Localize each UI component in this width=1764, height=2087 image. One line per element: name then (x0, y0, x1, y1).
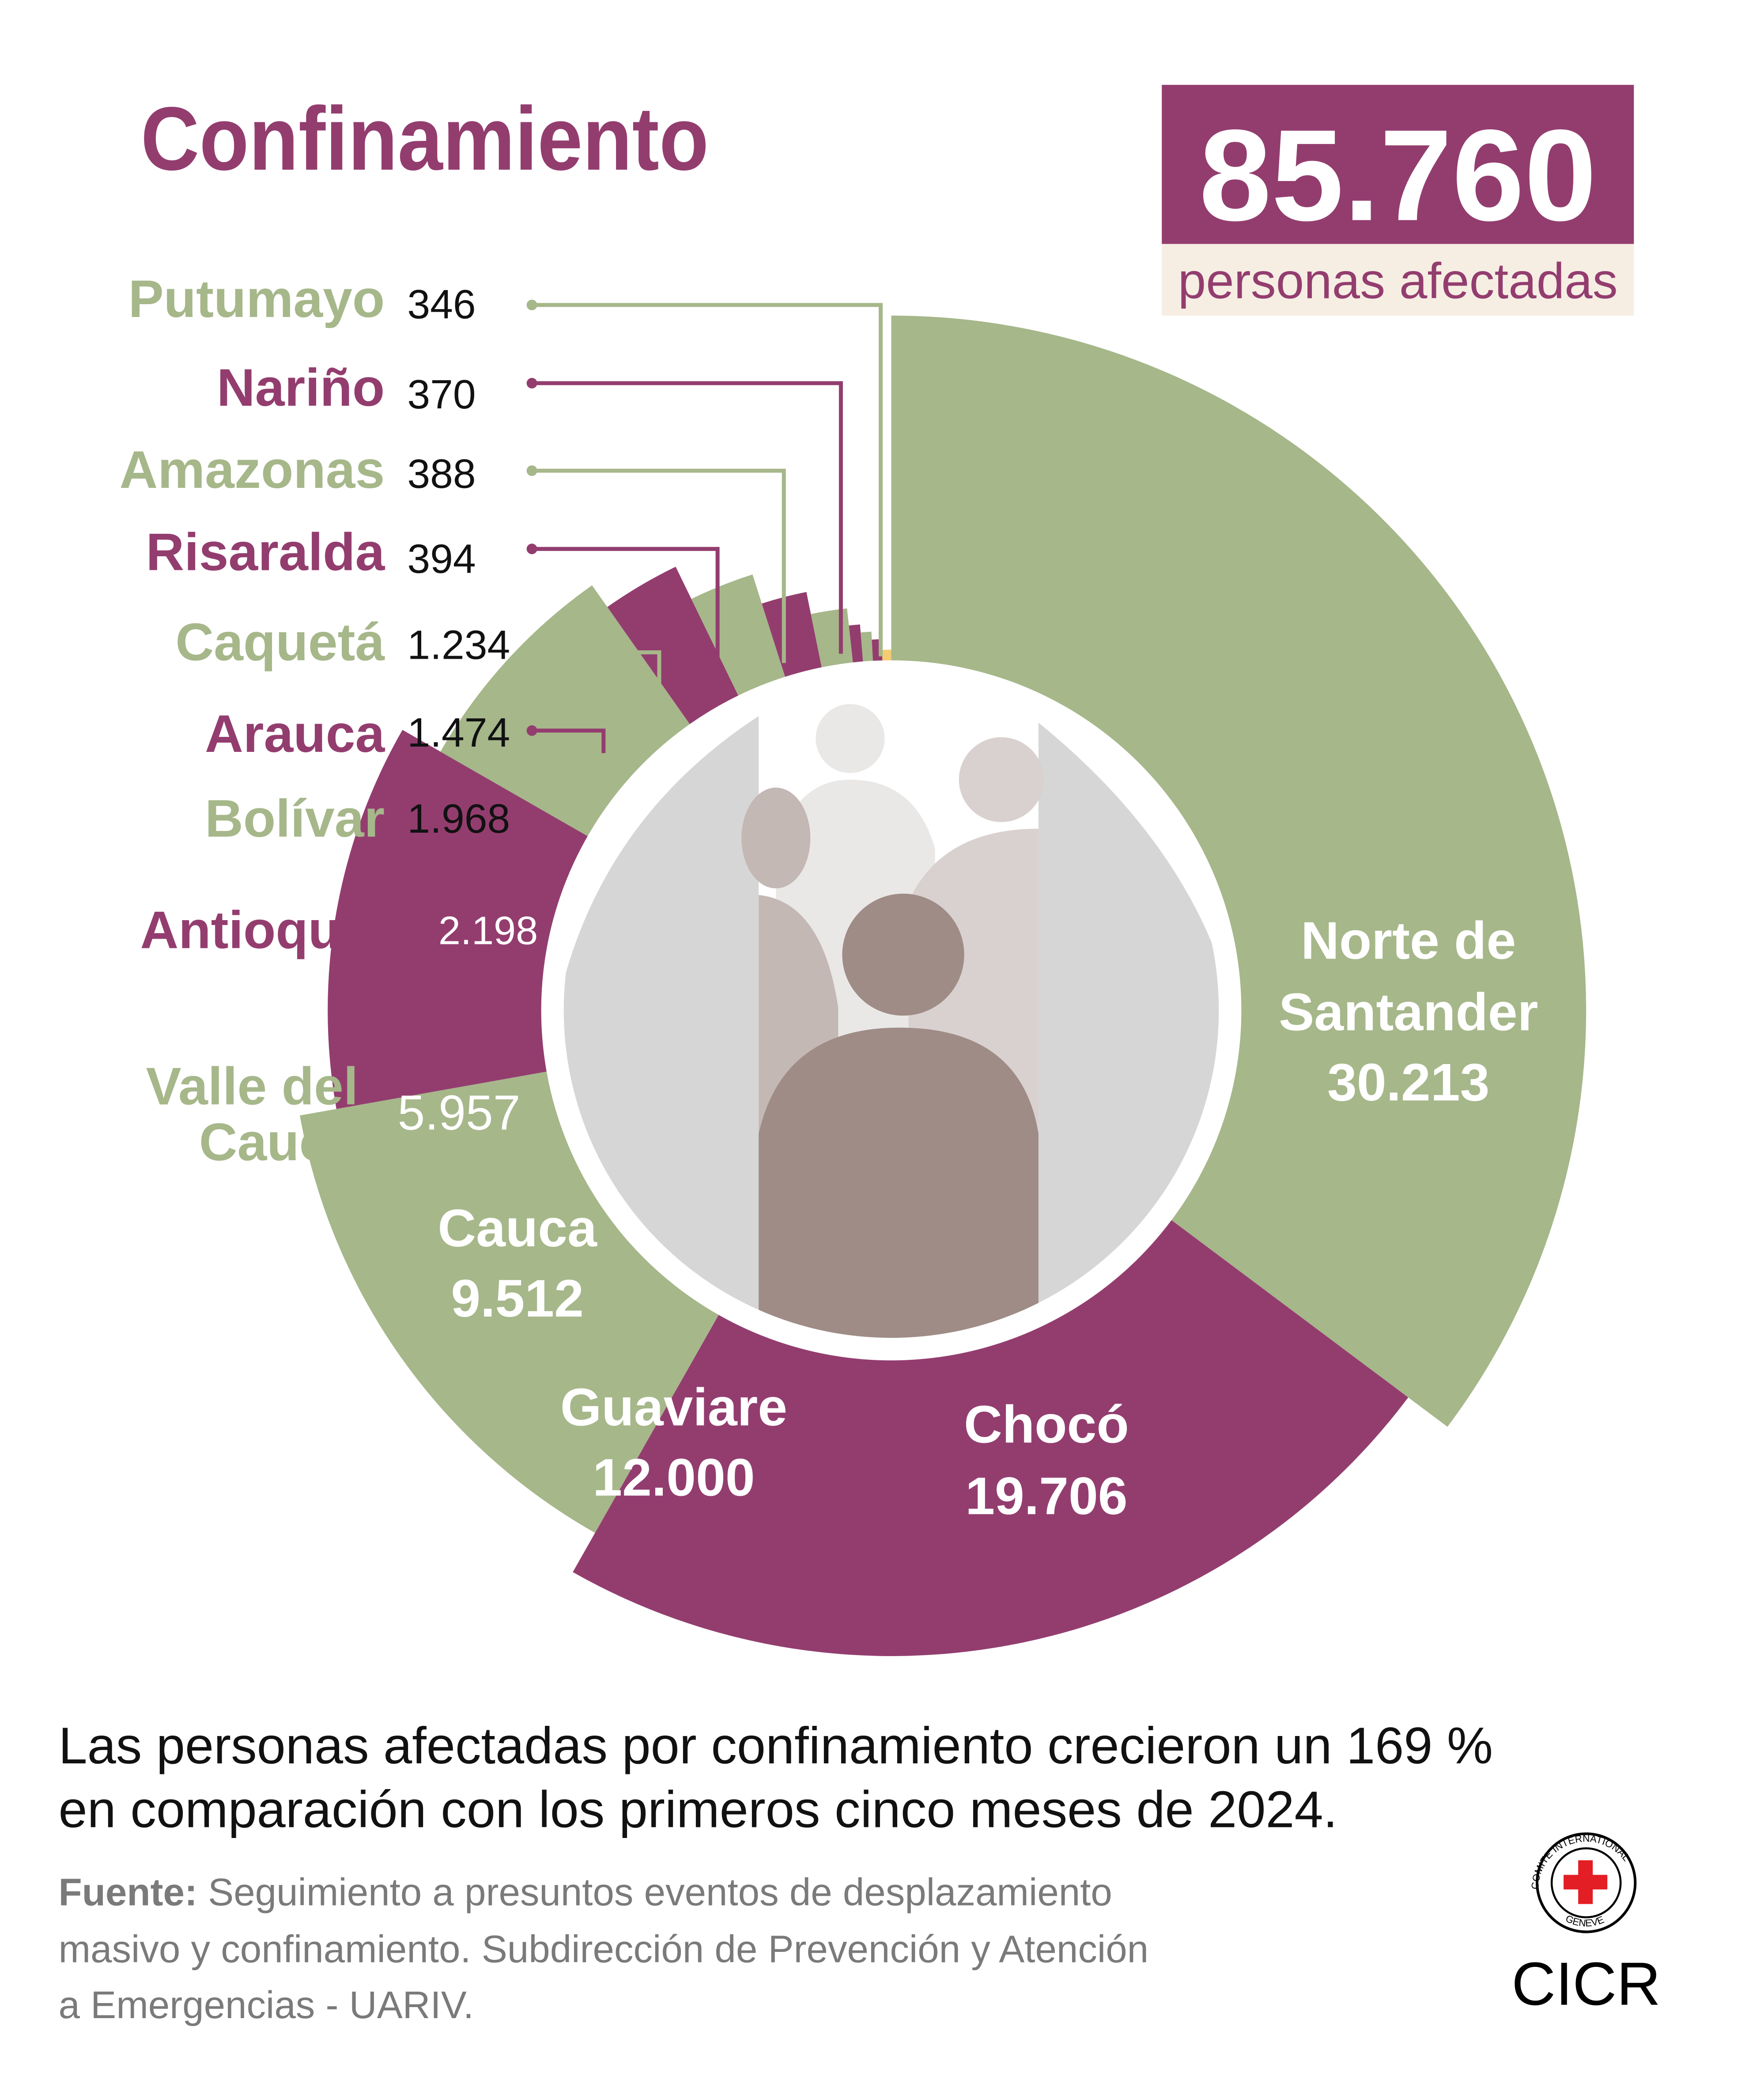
value-norte: 30.213 (1327, 1053, 1489, 1112)
segment-cauca (328, 730, 588, 1109)
value-valle: 5.957 (397, 1085, 520, 1140)
segment-bolivar (691, 574, 786, 696)
source-text: Seguimiento a presuntos eventos de despl… (197, 1871, 1112, 1914)
leader-risaralda (530, 547, 720, 683)
logo-text: CICR (1511, 1950, 1661, 2018)
page-title: Confinamiento (141, 88, 709, 189)
label-valle-2: Cauca (199, 1113, 359, 1172)
segment-guaviare (300, 1072, 719, 1533)
label-caqueta: Caquetá (175, 613, 385, 672)
segment-labels: 2.198 5.957 Norte de Santander 30.213 Ch… (397, 908, 1538, 1525)
label-cauca: Cauca (438, 1199, 597, 1258)
chart-segments (300, 315, 1586, 1656)
segment-risaralda (849, 624, 863, 663)
segment-arauca (762, 592, 822, 677)
source-line-2: masivo y confinamiento. Subdirección de … (59, 1928, 1149, 1971)
label-arauca: Arauca (205, 704, 385, 763)
value-guaviare: 12.000 (593, 1448, 755, 1507)
value-amazonas: 388 (407, 451, 476, 497)
leader-amazonas (530, 468, 786, 663)
value-arauca: 1.474 (407, 710, 510, 755)
label-bolivar: Bolívar (205, 789, 385, 848)
value-narino: 370 (407, 371, 476, 417)
label-valle-1: Valle del (146, 1057, 359, 1116)
label-choco: Chocó (964, 1395, 1129, 1454)
source-label: Fuente: (59, 1871, 197, 1914)
logo-ring-bottom: GENEVE (1564, 1913, 1605, 1929)
summary-line-2: en comparación con los primeros cinco me… (59, 1780, 1338, 1838)
value-bolivar: 1.968 (407, 796, 510, 842)
label-risaralda: Risaralda (146, 522, 385, 581)
segment-amazonas (861, 631, 873, 662)
leader-lines (526, 299, 883, 753)
label-narino: Nariño (217, 358, 385, 417)
leader-arauca (530, 728, 606, 753)
icrc-logo: COMITE INTERNATIONAL GENEVE CICR (1511, 1832, 1661, 2018)
segment-norte-de-santander (891, 315, 1586, 1427)
label-guaviare: Guaviare (560, 1377, 787, 1437)
svg-text:GENEVE: GENEVE (1564, 1913, 1605, 1929)
label-putumayo: Putumayo (128, 269, 385, 328)
label-norte-2: Santander (1279, 982, 1538, 1042)
label-antioquia: Antioquia (140, 900, 385, 959)
category-labels: Putumayo Nariño Amazonas Risaralda Caque… (120, 269, 385, 1172)
leader-caqueta (530, 650, 661, 713)
leader-narino (530, 381, 843, 654)
summary-line-1: Las personas afectadas por confinamiento… (59, 1717, 1493, 1774)
segment-putumayo (882, 649, 891, 660)
total-label-box (1162, 244, 1634, 316)
value-cauca: 9.512 (451, 1269, 584, 1328)
value-putumayo: 346 (407, 281, 476, 327)
total-value: 85.760 (1199, 103, 1597, 248)
value-choco: 19.706 (965, 1467, 1127, 1526)
segment-choco (573, 1220, 1409, 1656)
segment-valle-del-cauca (440, 585, 690, 836)
total-label: personas afectadas (1178, 253, 1618, 309)
label-norte-1: Norte de (1301, 911, 1516, 970)
value-risaralda: 394 (407, 536, 476, 581)
leader-putumayo (530, 303, 883, 657)
segment-antioquia (607, 566, 738, 725)
value-antioquia: 2.198 (438, 908, 538, 953)
source-line-3: a Emergencias - UARIV. (59, 1984, 474, 2027)
total-box (1162, 85, 1634, 244)
label-amazonas: Amazonas (120, 440, 385, 499)
value-labels: 346 370 388 394 1.234 1.474 1.968 (407, 281, 510, 842)
value-caqueta: 1.234 (407, 622, 510, 668)
source-line-1: Fuente: Seguimiento a presuntos eventos … (59, 1871, 1112, 1914)
